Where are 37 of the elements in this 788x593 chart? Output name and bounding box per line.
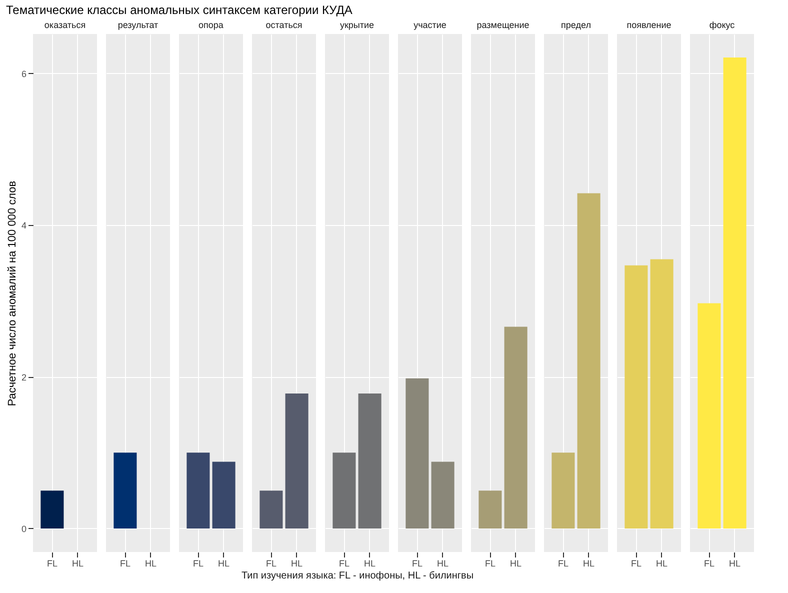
chart-title: оказаться — [44, 20, 86, 30]
x-tick-label: FL — [412, 558, 422, 568]
chart-title: предел — [561, 20, 591, 30]
y-tick-label: 0 — [21, 524, 26, 534]
chart-title: появление — [626, 20, 672, 30]
y-tick-label: 2 — [21, 372, 26, 382]
x-tick-label: HL — [218, 558, 230, 568]
chart-title: остаться — [266, 20, 302, 30]
chart-title: фокус — [709, 20, 736, 30]
x-tick-label: HL — [729, 558, 741, 568]
x-tick-label: HL — [145, 558, 157, 568]
x-tick-label: HL — [510, 558, 522, 568]
x-tick-label: FL — [338, 558, 350, 568]
x-tick-label: HL — [656, 558, 668, 568]
chart-title: участие — [414, 20, 446, 30]
chart-title: опора — [198, 20, 224, 30]
x-tick-label: FL — [704, 558, 714, 568]
x-tick-label: FL — [120, 558, 130, 568]
x-tick-label: FL — [266, 558, 276, 568]
x-tick-label: HL — [72, 558, 84, 568]
x-tick-label: FL — [558, 558, 568, 568]
x-axis-title: Тип изучения языка: FL - инофоны, HL - билингвы — [241, 570, 474, 582]
chart-title: результат — [118, 20, 158, 30]
x-tick-label: FL — [484, 558, 496, 568]
text: Тематические классы аномальных синтаксем категории КУДА — [6, 3, 352, 17]
x-tick-label: FL — [46, 558, 58, 568]
chart-title: укрытие — [340, 20, 374, 30]
x-tick-label: HL — [583, 558, 595, 568]
x-tick-label: HL — [364, 558, 376, 568]
x-tick-label: HL — [291, 558, 303, 568]
y-tick-label: 4 — [21, 220, 26, 231]
chart-title: размещение — [476, 20, 530, 30]
x-tick-label: HL — [437, 558, 449, 568]
y-tick-label: 6 — [21, 68, 26, 79]
x-tick-label: FL — [192, 558, 204, 568]
x-tick-label: FL — [630, 558, 642, 568]
y-axis-title: Расчетное число аномалий на 100 000 слов — [6, 180, 18, 406]
